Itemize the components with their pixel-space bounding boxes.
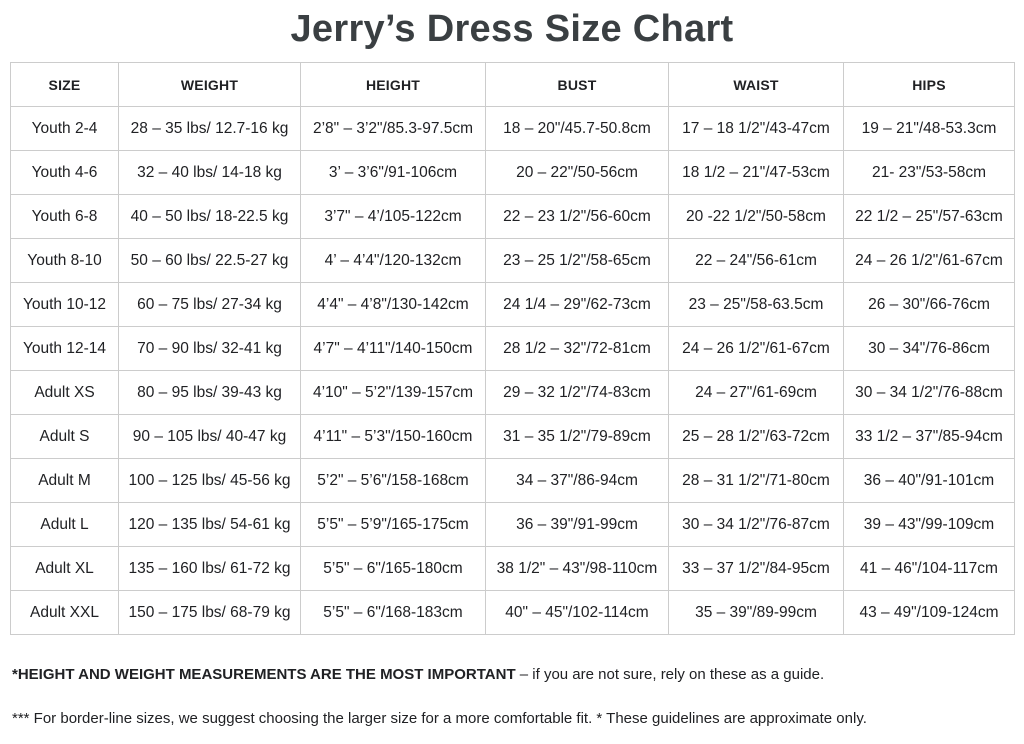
measurement-cell: 24 – 26 1/2"/61-67cm: [843, 238, 1015, 283]
measurement-cell: 22 – 24"/56-61cm: [668, 238, 844, 283]
measurement-cell: 24 – 27"/61-69cm: [668, 370, 844, 415]
measurement-cell: 28 – 35 lbs/ 12.7-16 kg: [118, 106, 301, 151]
table-row: Adult XXL 150 – 175 lbs/ 68-79 kg 5’5" – 6…: [10, 590, 1015, 635]
size-label-cell: Youth 10-12: [10, 282, 119, 327]
table-row: Youth 6-8 40 – 50 lbs/ 18-22.5 kg 3’7" – 4…: [10, 194, 1015, 239]
size-label-cell: Youth 2-4: [10, 106, 119, 151]
measurement-cell: 4’10" – 5’2"/139-157cm: [300, 370, 486, 415]
measurement-cell: 40" – 45"/102-114cm: [485, 590, 669, 635]
size-label-cell: Youth 6-8: [10, 194, 119, 239]
measurement-cell: 120 – 135 lbs/ 54-61 kg: [118, 502, 301, 547]
measurement-cell: 36 – 40"/91-101cm: [843, 458, 1015, 503]
table-row: Youth 2-4 28 – 35 lbs/ 12.7-16 kg 2’8" – 3…: [10, 106, 1015, 151]
measurement-cell: 4’4" – 4’8"/130-142cm: [300, 282, 486, 327]
table-row: Youth 4-6 32 – 40 lbs/ 14-18 kg 3’ – 3’6"/…: [10, 150, 1015, 195]
size-label-cell: Youth 12-14: [10, 326, 119, 371]
measurement-cell: 39 – 43"/99-109cm: [843, 502, 1015, 547]
measurement-cell: 50 – 60 lbs/ 22.5-27 kg: [118, 238, 301, 283]
measurement-cell: 4’ – 4’4"/120-132cm: [300, 238, 486, 283]
measurement-cell: 28 – 31 1/2"/71-80cm: [668, 458, 844, 503]
measurement-cell: 30 – 34 1/2"/76-88cm: [843, 370, 1015, 415]
measurement-cell: 30 – 34 1/2"/76-87cm: [668, 502, 844, 547]
measurement-cell: 28 1/2 – 32"/72-81cm: [485, 326, 669, 371]
measurement-cell: 5’2" – 5’6"/158-168cm: [300, 458, 486, 503]
measurement-cell: 2’8" – 3’2"/85.3-97.5cm: [300, 106, 486, 151]
measurement-cell: 4’11" – 5’3"/150-160cm: [300, 414, 486, 459]
size-label-cell: Youth 8-10: [10, 238, 119, 283]
measurement-cell: 5’5" – 6"/165-180cm: [300, 546, 486, 591]
column-header-height: HEIGHT: [300, 62, 486, 107]
measurement-cell: 40 – 50 lbs/ 18-22.5 kg: [118, 194, 301, 239]
measurement-cell: 25 – 28 1/2"/63-72cm: [668, 414, 844, 459]
measurement-cell: 80 – 95 lbs/ 39-43 kg: [118, 370, 301, 415]
measurement-cell: 33 – 37 1/2"/84-95cm: [668, 546, 844, 591]
footnote-important-rest: – if you are not sure, rely on these as …: [515, 666, 825, 683]
column-header-weight: WEIGHT: [118, 62, 301, 107]
measurement-cell: 18 – 20"/45.7-50.8cm: [485, 106, 669, 151]
measurement-cell: 5’5" – 6"/168-183cm: [300, 590, 486, 635]
table-row: Adult XL 135 – 160 lbs/ 61-72 kg 5’5" – 6"…: [10, 546, 1015, 591]
measurement-cell: 26 – 30"/66-76cm: [843, 282, 1015, 327]
measurement-cell: 31 – 35 1/2"/79-89cm: [485, 414, 669, 459]
table-row: Youth 8-10 50 – 60 lbs/ 22.5-27 kg 4’ – 4’…: [10, 238, 1015, 283]
measurement-cell: 35 – 39"/89-99cm: [668, 590, 844, 635]
measurement-cell: 4’7" – 4’11"/140-150cm: [300, 326, 486, 371]
measurement-cell: 19 – 21"/48-53.3cm: [843, 106, 1015, 151]
footnote-important: *HEIGHT AND WEIGHT MEASUREMENTS ARE THE …: [0, 665, 1024, 685]
measurement-cell: 33 1/2 – 37"/85-94cm: [843, 414, 1015, 459]
measurement-cell: 34 – 37"/86-94cm: [485, 458, 669, 503]
table-row: Adult S 90 – 105 lbs/ 40-47 kg 4’11" – 5’3…: [10, 414, 1015, 459]
measurement-cell: 20 -22 1/2"/50-58cm: [668, 194, 844, 239]
measurement-cell: 100 – 125 lbs/ 45-56 kg: [118, 458, 301, 503]
header-row: SIZE WEIGHT HEIGHT BUST WAIST HIPS: [10, 62, 1015, 107]
measurement-cell: 21- 23"/53-58cm: [843, 150, 1015, 195]
measurement-cell: 3’ – 3’6"/91-106cm: [300, 150, 486, 195]
measurement-cell: 24 – 26 1/2"/61-67cm: [668, 326, 844, 371]
table-row: Youth 10-12 60 – 75 lbs/ 27-34 kg 4’4" – 4…: [10, 282, 1015, 327]
page-title: Jerry’s Dress Size Chart: [290, 8, 734, 50]
measurement-cell: 24 1/4 – 29"/62-73cm: [485, 282, 669, 327]
measurement-cell: 29 – 32 1/2"/74-83cm: [485, 370, 669, 415]
measurement-cell: 70 – 90 lbs/ 32-41 kg: [118, 326, 301, 371]
measurement-cell: 60 – 75 lbs/ 27-34 kg: [118, 282, 301, 327]
measurement-cell: 22 1/2 – 25"/57-63cm: [843, 194, 1015, 239]
size-label-cell: Adult S: [10, 414, 119, 459]
measurement-cell: 43 – 49"/109-124cm: [843, 590, 1015, 635]
size-label-cell: Adult XXL: [10, 590, 119, 635]
size-label-cell: Youth 4-6: [10, 150, 119, 195]
column-header-size: SIZE: [10, 62, 119, 107]
measurement-cell: 23 – 25"/58-63.5cm: [668, 282, 844, 327]
measurement-cell: 36 – 39"/91-99cm: [485, 502, 669, 547]
footnote-borderline: *** For border-line sizes, we suggest ch…: [12, 710, 867, 727]
size-label-cell: Adult L: [10, 502, 119, 547]
measurement-cell: 150 – 175 lbs/ 68-79 kg: [118, 590, 301, 635]
measurement-cell: 135 – 160 lbs/ 61-72 kg: [118, 546, 301, 591]
table-row: Youth 12-14 70 – 90 lbs/ 32-41 kg 4’7" – 4…: [10, 326, 1015, 371]
column-header-waist: WAIST: [668, 62, 844, 107]
table-row: Adult L 120 – 135 lbs/ 54-61 kg 5’5" – 5’9…: [10, 502, 1015, 547]
measurement-cell: 18 1/2 – 21"/47-53cm: [668, 150, 844, 195]
measurement-cell: 17 – 18 1/2"/43-47cm: [668, 106, 844, 151]
measurement-cell: 5’5" – 5’9"/165-175cm: [300, 502, 486, 547]
measurement-cell: 41 – 46"/104-117cm: [843, 546, 1015, 591]
column-header-hips: HIPS: [843, 62, 1015, 107]
size-label-cell: Adult M: [10, 458, 119, 503]
measurement-cell: 23 – 25 1/2"/58-65cm: [485, 238, 669, 283]
measurement-cell: 32 – 40 lbs/ 14-18 kg: [118, 150, 301, 195]
table-row: Adult M 100 – 125 lbs/ 45-56 kg 5’2" – 5’6…: [10, 458, 1015, 503]
size-label-cell: Adult XL: [10, 546, 119, 591]
size-label-cell: Adult XS: [10, 370, 119, 415]
measurement-cell: 90 – 105 lbs/ 40-47 kg: [118, 414, 301, 459]
measurement-cell: 30 – 34"/76-86cm: [843, 326, 1015, 371]
table-row: Adult XS 80 – 95 lbs/ 39-43 kg 4’10" – 5’2…: [10, 370, 1015, 415]
measurement-cell: 22 – 23 1/2"/56-60cm: [485, 194, 669, 239]
measurement-cell: 20 – 22"/50-56cm: [485, 150, 669, 195]
column-header-bust: BUST: [485, 62, 669, 107]
measurement-cell: 3’7" – 4’/105-122cm: [300, 194, 486, 239]
measurement-cell: 38 1/2" – 43"/98-110cm: [485, 546, 669, 591]
footnote-important-bold: *HEIGHT AND WEIGHT MEASUREMENTS ARE THE …: [12, 666, 516, 683]
size-chart-table: SIZE WEIGHT HEIGHT BUST WAIST HIPS Youth…: [10, 62, 1015, 635]
